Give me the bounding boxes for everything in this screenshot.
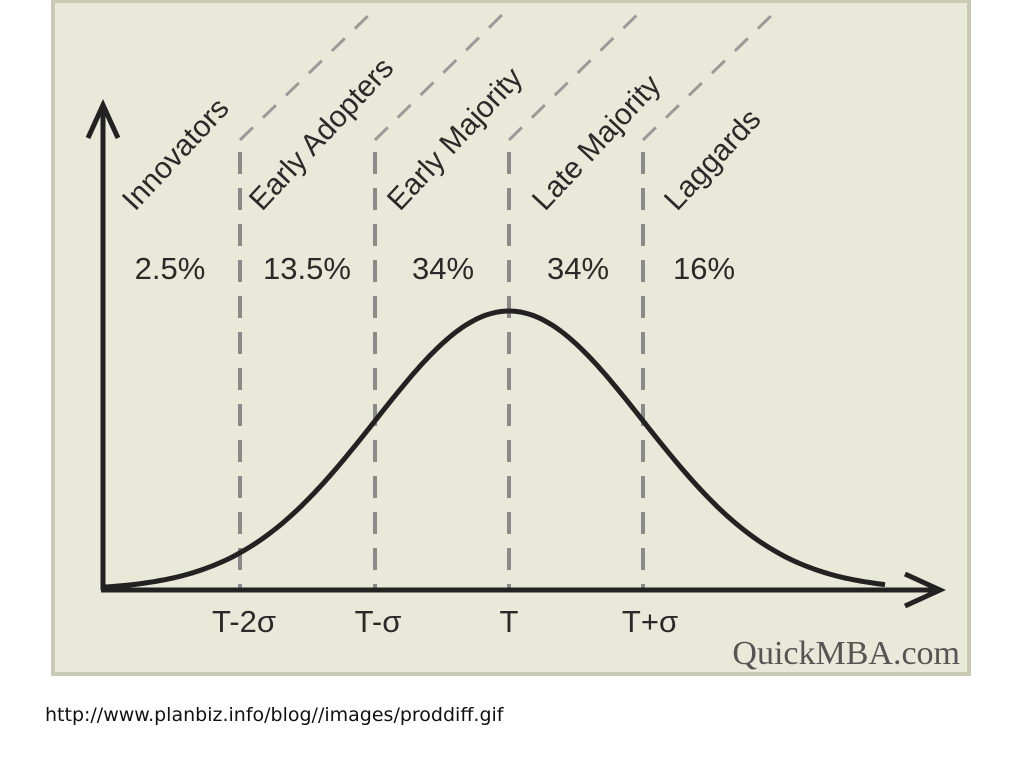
axes bbox=[85, 98, 947, 609]
adoption-curve bbox=[104, 308, 886, 590]
x-label: T-2σ bbox=[212, 604, 276, 639]
watermark: QuickMBA.com bbox=[732, 635, 960, 672]
dashed-dividers bbox=[238, 152, 645, 590]
segment-share: 16% bbox=[673, 251, 735, 286]
caption: http://www.planbiz.info/blog//images/pro… bbox=[45, 704, 505, 726]
x-label: T bbox=[500, 604, 519, 639]
x-label: T-σ bbox=[355, 604, 402, 639]
segment-share: 2.5% bbox=[135, 251, 206, 286]
x-arrow bbox=[903, 571, 947, 609]
segment-share: 34% bbox=[547, 251, 609, 286]
x-labels: T-2σ T-σ T T+σ bbox=[212, 604, 678, 639]
segment-share: 34% bbox=[412, 251, 474, 286]
y-arrow bbox=[85, 98, 121, 140]
segment-share: 13.5% bbox=[263, 251, 351, 286]
x-label: T+σ bbox=[622, 604, 678, 639]
segment-shares: 2.5% 13.5% 34% 34% 16% bbox=[135, 251, 735, 286]
